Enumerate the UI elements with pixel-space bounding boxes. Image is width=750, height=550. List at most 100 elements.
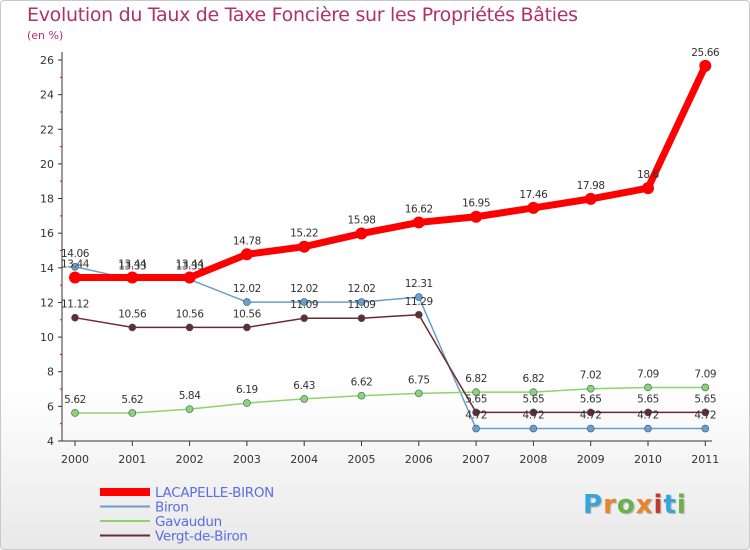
data-label: 11.09 [290,299,318,311]
data-label: 15.98 [347,215,375,227]
y-tick-label: 26 [40,54,54,67]
data-point [300,298,309,306]
x-tick-label: 2006 [405,453,433,466]
data-label: 12.02 [347,283,375,295]
data-label: 12.02 [233,283,261,295]
data-point [357,298,366,306]
data-point [300,395,309,403]
data-label: 15.22 [290,228,318,240]
data-label: 12.31 [405,278,433,290]
y-tick-label: 22 [40,123,54,136]
x-tick-label: 2005 [348,453,376,466]
x-tick-label: 2007 [462,453,490,466]
data-label: 4.72 [465,410,487,422]
data-point [699,59,712,72]
data-label: 10.56 [233,308,262,320]
x-tick-label: 2002 [176,453,204,466]
data-point [529,408,538,417]
y-axis-unit: (en %) [27,29,64,42]
data-label: 10.56 [176,308,205,320]
data-point [243,298,251,306]
data-point [355,227,368,240]
data-point [701,408,710,417]
data-label: 13.33 [118,260,146,272]
legend-label: Gavaudun [155,514,222,530]
x-tick-label: 2008 [519,453,547,466]
data-point [357,314,366,323]
data-point [529,388,538,396]
data-point [586,408,595,417]
y-tick-label: 16 [40,227,54,240]
data-label: 13.44 [61,259,90,271]
data-point [128,409,137,417]
data-point [243,399,251,407]
series-line-biron [74,266,706,430]
data-label: 25.66 [691,47,720,59]
y-tick-label: 20 [40,158,54,171]
x-tick-label: 2011 [691,453,719,466]
data-label: 5.65 [580,393,602,405]
x-tick-label: 2009 [577,453,605,466]
data-point [472,388,480,396]
chart-title: Evolution du Taux de Taxe Foncière sur l… [27,4,578,26]
data-label: 12.02 [290,283,318,295]
legend-label: LACAPELLE-BIRON [155,485,274,501]
data-label: 4.72 [637,410,659,422]
data-point [701,424,710,433]
data-label: 7.09 [637,368,659,380]
data-point [527,201,540,214]
legend-label: Vergt-de-Biron [155,529,248,545]
data-point [357,391,366,400]
data-point [69,271,81,284]
data-label: 4.72 [694,410,716,422]
x-tick-label: 2001 [118,453,146,466]
data-label: 7.09 [694,368,716,380]
data-point [701,383,710,392]
data-point [414,310,423,319]
series-line-vergt-de-biron [74,314,706,414]
data-label: 7.02 [580,370,602,382]
series-line-gavaudun [75,386,706,414]
y-tick-label: 4 [47,435,54,448]
y-tick-label: 12 [40,296,54,309]
data-label: 6.82 [465,373,487,385]
data-label: 13.44 [176,259,205,271]
logo-letter: o [616,490,636,520]
data-label: 11.12 [61,299,89,311]
data-label: 5.65 [637,393,659,405]
x-tick-label: 2004 [290,453,318,466]
data-label: 5.62 [121,394,143,406]
data-label: 11.29 [405,296,433,308]
data-point [414,293,423,301]
data-point [240,248,253,261]
data-label: 4.72 [580,410,602,422]
data-label: 5.65 [465,393,487,405]
data-label: 16.62 [405,203,433,215]
data-label: 5.65 [523,393,545,405]
data-label: 5.84 [179,390,201,402]
data-label: 6.82 [523,373,545,385]
data-point [185,323,194,332]
data-point [414,389,423,398]
data-point [71,409,79,417]
logo-letter: i [676,490,687,520]
logo-letter: P [583,490,604,520]
data-label: 17.46 [519,189,548,201]
data-label: 14.06 [61,248,90,260]
data-label: 5.62 [64,394,86,406]
data-point [529,424,538,433]
data-point [128,323,137,332]
data-label: 13.44 [118,259,147,271]
data-point [126,271,139,284]
y-tick-label: 14 [40,262,54,275]
data-point [642,182,654,195]
data-point [470,210,483,223]
logo-letter: r [603,490,617,520]
data-point [71,313,79,322]
data-point [644,424,652,433]
y-tick-label: 8 [47,366,54,379]
proxiti-logo: Proxiti [583,490,687,520]
x-tick-label: 2003 [233,453,261,466]
data-label: 13.33 [176,260,204,272]
